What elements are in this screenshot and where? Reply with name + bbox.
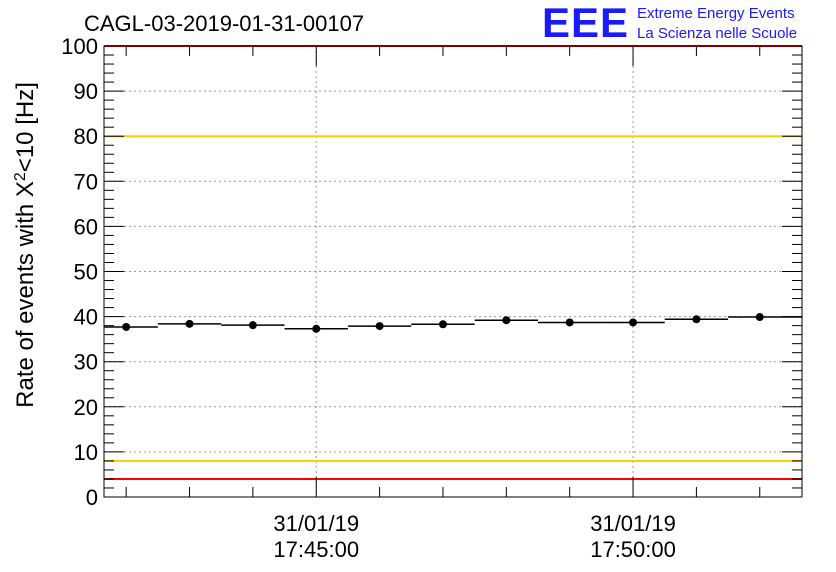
logo-line-2: La Scienza nelle Scuole — [637, 25, 798, 42]
y-tick-label: 0 — [86, 485, 98, 510]
data-point — [502, 316, 511, 325]
data-point — [565, 318, 574, 327]
data-point — [375, 322, 384, 331]
y-tick-label: 30 — [74, 350, 98, 375]
y-tick-label: 50 — [74, 260, 98, 285]
x-tick-time-label: 17:50:00 — [590, 537, 676, 562]
y-tick-label: 60 — [74, 214, 98, 239]
data-point — [692, 315, 701, 324]
chart-title: CAGL-03-2019-01-31-00107 — [84, 11, 365, 36]
x-tick-time-label: 17:45:00 — [273, 537, 359, 562]
x-tick-date-label: 31/01/19 — [273, 511, 359, 536]
y-axis-title: Rate of events with X2<10 [Hz] — [12, 82, 40, 408]
logo-line-1: Extreme Energy Events — [637, 5, 795, 22]
data-point — [629, 318, 638, 327]
eee-logo: EEE Extreme Energy Events La Scienza nel… — [542, 2, 832, 44]
axis-ticks — [104, 45, 802, 498]
y-tick-label: 100 — [61, 34, 98, 59]
data-point — [185, 319, 194, 328]
plot-frame — [103, 45, 803, 498]
grid-lines — [104, 46, 802, 497]
x-tick-date-label: 31/01/19 — [590, 511, 676, 536]
data-point — [312, 324, 321, 333]
y-tick-label: 20 — [74, 395, 98, 420]
data-series — [104, 313, 802, 333]
y-tick-label: 70 — [74, 169, 98, 194]
y-tick-label: 10 — [74, 440, 98, 465]
reference-lines — [104, 45, 802, 480]
y-tick-label: 40 — [74, 305, 98, 330]
data-point — [248, 321, 257, 330]
tick-labels: 010203040506070809010031/01/1917:45:0031… — [61, 34, 676, 562]
y-tick-label: 80 — [74, 124, 98, 149]
y-tick-label: 90 — [74, 79, 98, 104]
data-point — [438, 320, 447, 329]
data-point — [755, 313, 764, 322]
data-point — [122, 322, 131, 331]
logo-mark: EEE — [542, 0, 630, 46]
